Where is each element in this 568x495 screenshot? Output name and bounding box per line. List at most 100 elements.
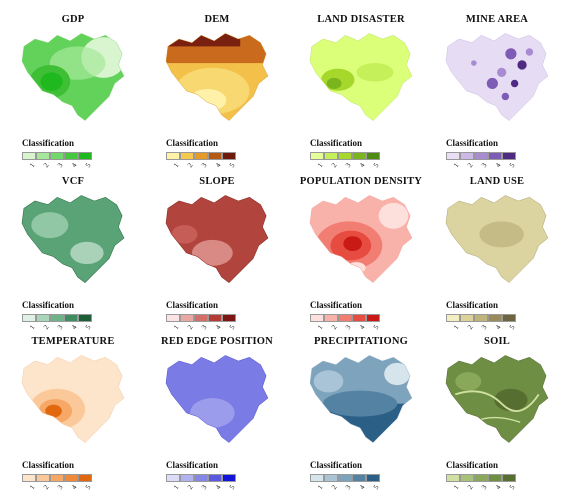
- map-title: VCF: [61, 176, 85, 187]
- legend-swatch: [446, 314, 460, 322]
- legend-tick: 5: [371, 483, 381, 492]
- legend-swatch: [488, 152, 502, 160]
- map-panel-gdp: GDP Classification 1 2 3 4 5: [2, 0, 144, 169]
- legend-tick: 3: [55, 483, 65, 492]
- legend: [22, 152, 92, 160]
- mine-area-map: [445, 32, 549, 122]
- legend-swatch: [338, 474, 352, 482]
- map-panel-soil: SOIL Classification 1 2 3 4 5: [426, 322, 568, 491]
- classification-label: Classification: [22, 300, 75, 310]
- classification-label: Classification: [166, 300, 219, 310]
- map-title: LAND DISASTER: [317, 14, 405, 25]
- map-title: SLOPE: [199, 176, 235, 187]
- classification-label: Classification: [166, 138, 219, 148]
- map-title: GDP: [61, 14, 85, 25]
- legend-swatch: [460, 314, 474, 322]
- map-panel-slope: SLOPE Classification 1 2 3 4 5: [146, 162, 288, 331]
- map-title: SOIL: [484, 336, 510, 347]
- legend: [22, 314, 92, 322]
- legend-tick: 4: [213, 483, 223, 492]
- legend-swatch: [194, 314, 208, 322]
- legend-swatch: [460, 152, 474, 160]
- legend-swatch: [310, 474, 324, 482]
- legend-tick: 3: [343, 483, 353, 492]
- legend-swatch: [36, 474, 50, 482]
- legend-swatch: [324, 152, 338, 160]
- legend-tick: 1: [171, 483, 181, 492]
- legend-swatch: [222, 152, 236, 160]
- population-density-map: [309, 194, 413, 284]
- map-title: RED EDGE POSITION: [161, 336, 273, 347]
- legend: [166, 474, 236, 482]
- legend-swatch: [180, 314, 194, 322]
- legend-swatch: [208, 474, 222, 482]
- legend: [310, 474, 380, 482]
- map-panel-red-edge-position: RED EDGE POSITION Classification 1 2 3 4…: [146, 322, 288, 491]
- legend-swatch: [446, 152, 460, 160]
- map-title: PRECIPITATIONG: [313, 336, 408, 347]
- legend-tick: 4: [357, 483, 367, 492]
- legend-swatch: [194, 152, 208, 160]
- map-panel-land-disaster: LAND DISASTER Classification 1 2 3 4 5: [290, 0, 432, 169]
- map-title: MINE AREA: [465, 14, 529, 25]
- legend-swatch: [22, 152, 36, 160]
- legend-swatch: [78, 314, 92, 322]
- legend-swatch: [474, 474, 488, 482]
- legend-swatch: [194, 474, 208, 482]
- legend-tick: 5: [507, 483, 517, 492]
- legend-tick: 2: [465, 483, 475, 492]
- legend-swatch: [474, 152, 488, 160]
- legend-swatch: [352, 152, 366, 160]
- legend-swatch: [36, 314, 50, 322]
- legend-swatch: [310, 152, 324, 160]
- legend-swatch: [366, 474, 380, 482]
- temperature-map: [21, 354, 125, 444]
- legend-swatch: [180, 152, 194, 160]
- legend-swatch: [488, 474, 502, 482]
- legend-swatch: [36, 152, 50, 160]
- legend-swatch: [50, 314, 64, 322]
- legend-swatch: [352, 474, 366, 482]
- legend-swatch: [64, 474, 78, 482]
- map-panel-dem: DEM Classification 1 2 3 4 5: [146, 0, 288, 169]
- legend-swatch: [22, 474, 36, 482]
- legend-tick: 4: [69, 483, 79, 492]
- legend-tick: 5: [83, 483, 93, 492]
- legend-tick: 2: [329, 483, 339, 492]
- classification-label: Classification: [446, 300, 499, 310]
- dem-map: [165, 32, 269, 122]
- legend: [446, 152, 516, 160]
- legend: [166, 152, 236, 160]
- gdp-map: [21, 32, 125, 122]
- legend: [310, 152, 380, 160]
- legend-swatch: [50, 474, 64, 482]
- legend-swatch: [502, 474, 516, 482]
- legend: [446, 474, 516, 482]
- legend-swatch: [352, 314, 366, 322]
- legend-swatch: [78, 474, 92, 482]
- legend-swatch: [22, 314, 36, 322]
- legend-tick: 1: [27, 483, 37, 492]
- classification-label: Classification: [22, 138, 75, 148]
- legend-tick: 2: [185, 483, 195, 492]
- legend-tick: 4: [493, 483, 503, 492]
- classification-label: Classification: [446, 460, 499, 470]
- legend-swatch: [488, 314, 502, 322]
- legend-ticks: 1 2 3 4 5: [166, 482, 237, 493]
- legend-swatch: [180, 474, 194, 482]
- legend-tick: 3: [199, 483, 209, 492]
- legend-swatch: [502, 152, 516, 160]
- legend-ticks: 1 2 3 4 5: [310, 482, 381, 493]
- legend: [166, 314, 236, 322]
- classification-label: Classification: [310, 138, 363, 148]
- map-panel-vcf: VCF Classification 1 2 3 4 5: [2, 162, 144, 331]
- legend-swatch: [460, 474, 474, 482]
- soil-map: [445, 354, 549, 444]
- legend-swatch: [324, 314, 338, 322]
- classification-label: Classification: [166, 460, 219, 470]
- map-panel-population-density: POPULATION DENSITY Classification 1 2 3 …: [290, 162, 432, 331]
- legend-swatch: [324, 474, 338, 482]
- vcf-map: [21, 194, 125, 284]
- land-use-map: [445, 194, 549, 284]
- legend: [22, 474, 92, 482]
